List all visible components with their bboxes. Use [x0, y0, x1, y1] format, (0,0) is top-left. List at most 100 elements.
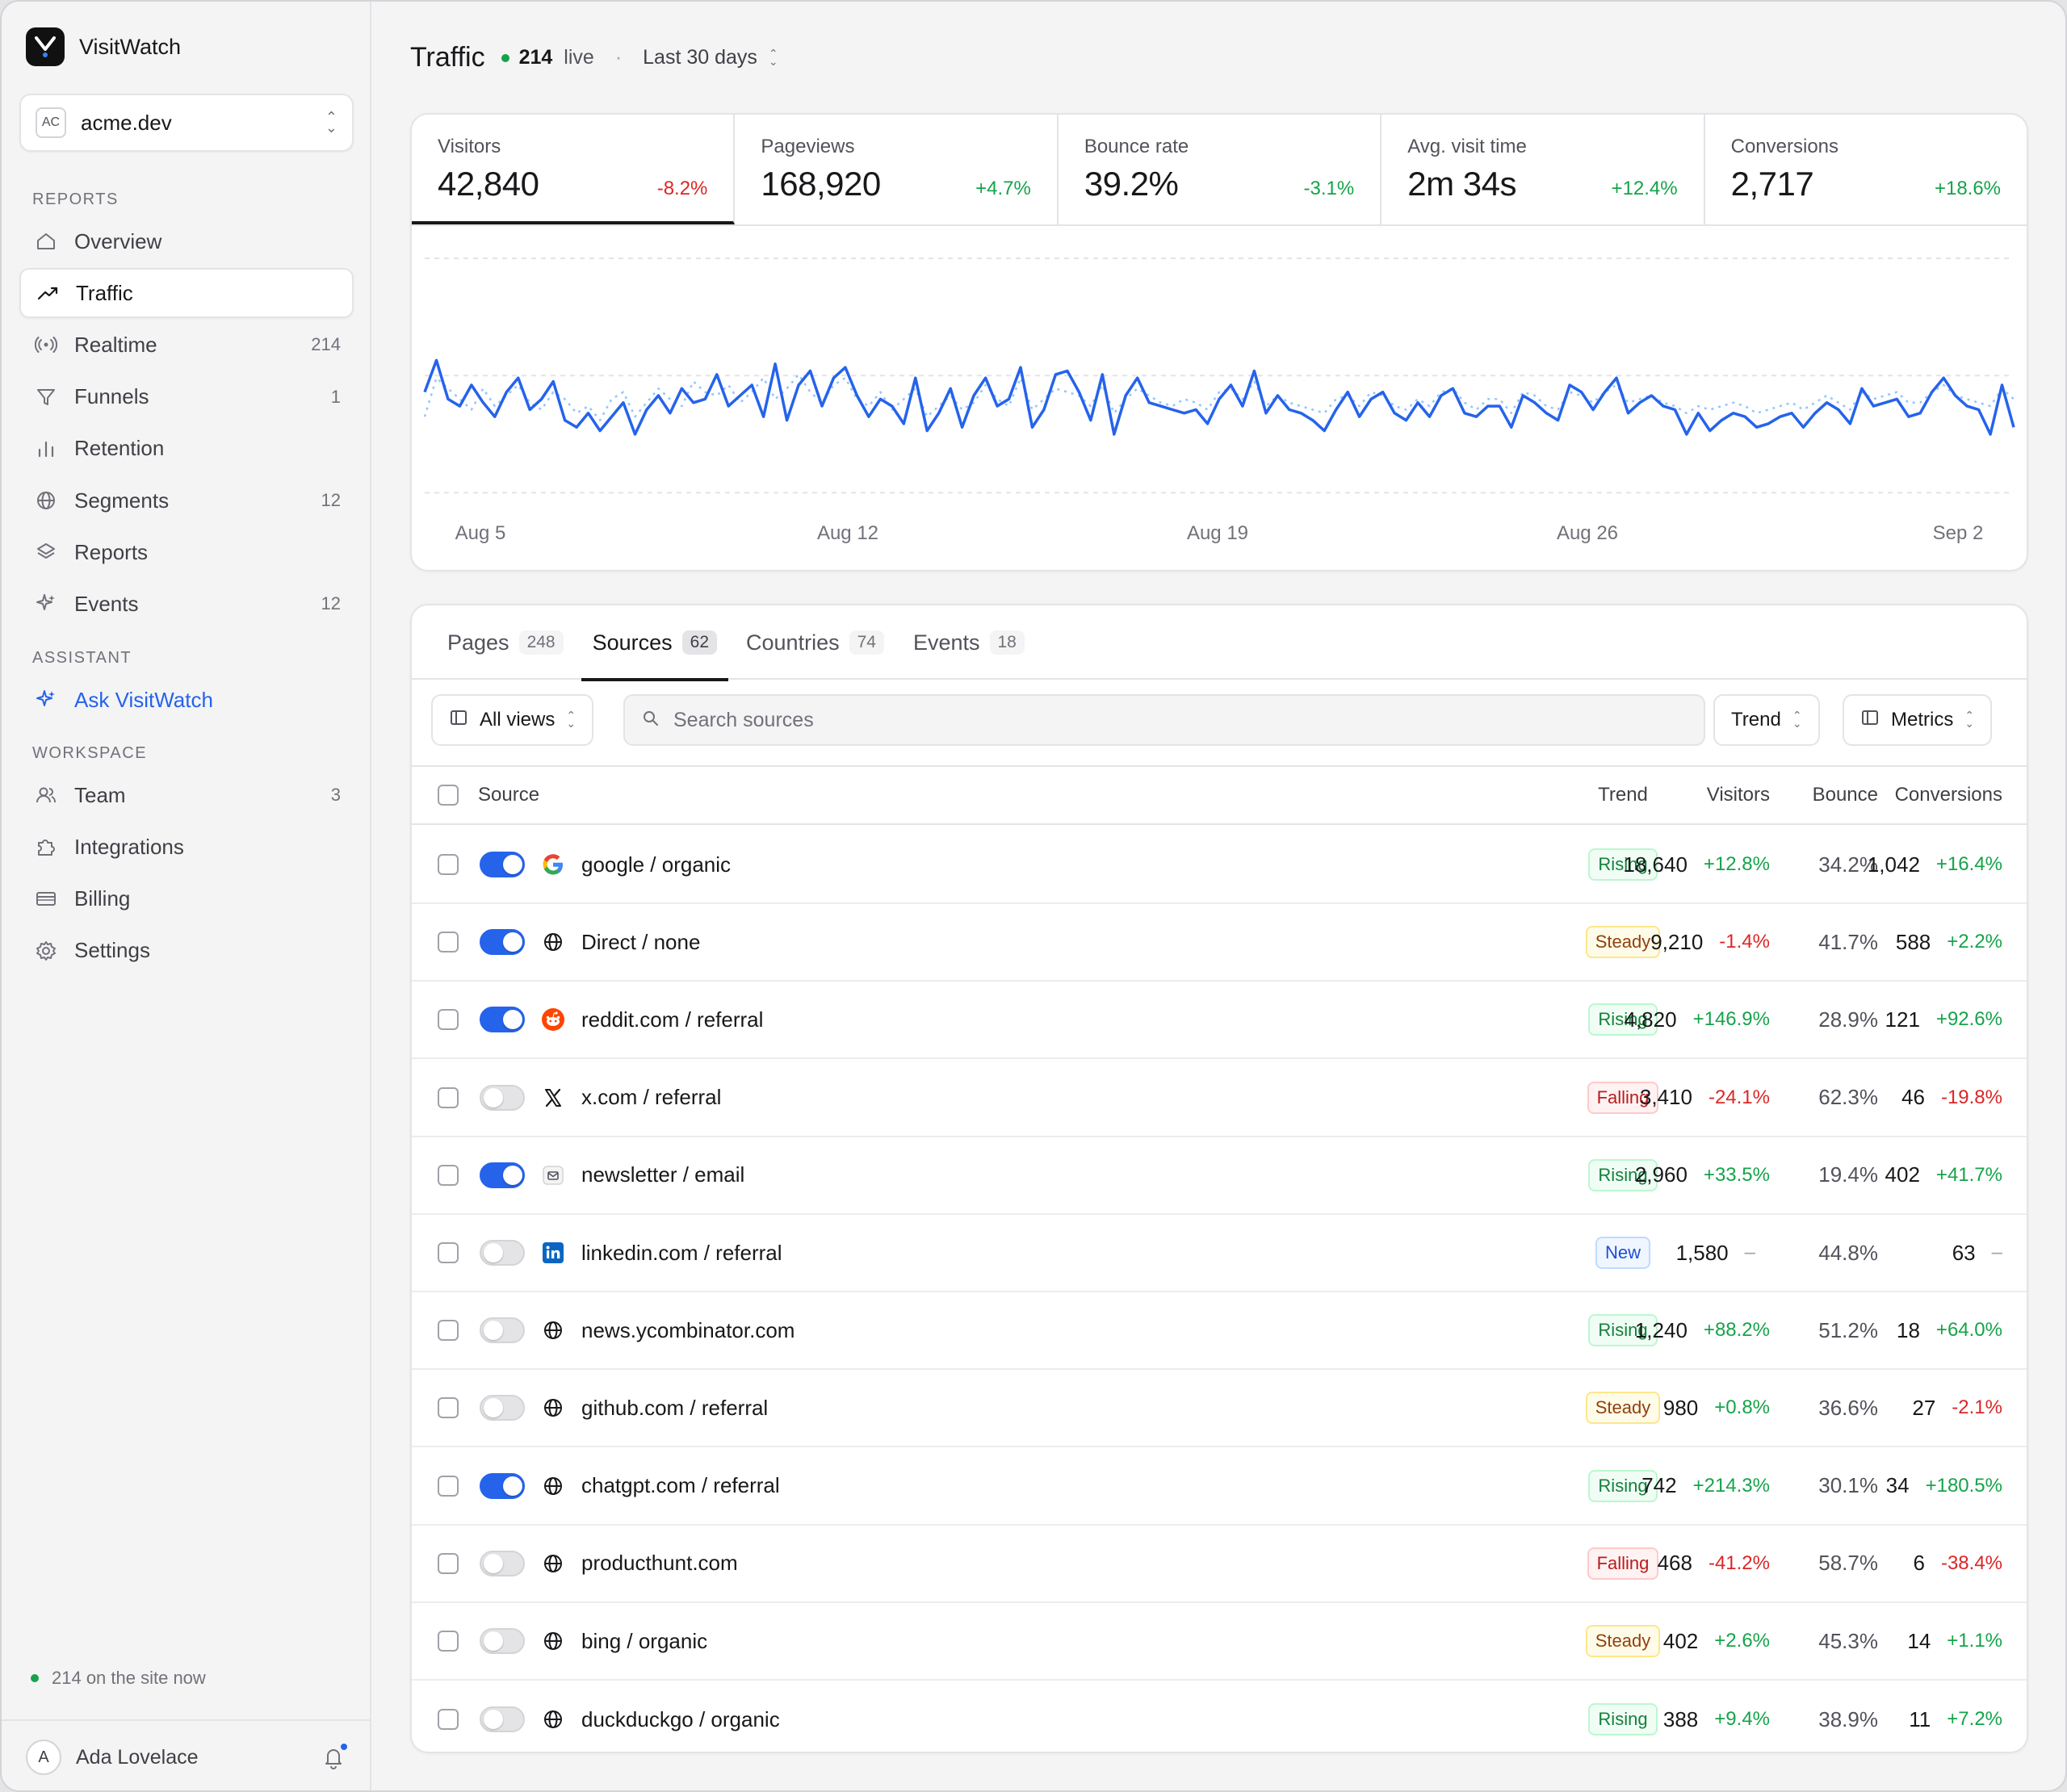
site-name: acme.dev — [81, 110, 172, 135]
source-name[interactable]: Direct / none — [581, 929, 701, 954]
all-views-select[interactable]: All views ⌃ ⌄ — [431, 694, 594, 746]
layers-icon — [32, 538, 60, 566]
column-header-conversions[interactable]: Conversions — [1894, 784, 2002, 806]
tab-sources[interactable]: Sources 62 — [581, 605, 729, 681]
source-name[interactable]: newsletter / email — [581, 1162, 745, 1187]
visitors-value: 9,210 — [1650, 929, 1704, 954]
table-row[interactable]: x.com / referral Falling 62.3% 3,410 -24.1% 4… — [412, 1060, 2027, 1137]
source-enabled-toggle[interactable] — [480, 1240, 525, 1266]
row-checkbox[interactable] — [438, 854, 459, 875]
user-menu[interactable]: A Ada Lovelace — [2, 1719, 371, 1790]
sidebar-item-ask-visitwatch[interactable]: Ask VisitWatch — [19, 675, 354, 725]
source-name[interactable]: news.ycombinator.com — [581, 1317, 795, 1342]
row-checkbox[interactable] — [438, 1164, 459, 1186]
notifications-bell-icon[interactable] — [320, 1742, 349, 1771]
tab-pages[interactable]: Pages 248 — [436, 605, 575, 680]
sidebar-item-retention[interactable]: Retention — [19, 424, 354, 474]
sidebar-item-funnels[interactable]: Funnels 1 — [19, 372, 354, 422]
sidebar-item-integrations[interactable]: Integrations — [19, 822, 354, 872]
source-name[interactable]: chatgpt.com / referral — [581, 1473, 780, 1498]
row-checkbox[interactable] — [438, 932, 459, 953]
table-row[interactable]: linkedin.com / referral New 44.8% 1,580–63– — [412, 1215, 2027, 1292]
conversions-value: 27 — [1912, 1395, 1936, 1420]
source-enabled-toggle[interactable] — [480, 1706, 525, 1733]
tab-countries[interactable]: Countries 74 — [735, 605, 895, 680]
source-enabled-toggle[interactable] — [480, 852, 525, 877]
table-row[interactable]: producthunt.com Falling 58.7% 468 -41.2% 6 -38… — [412, 1526, 2027, 1603]
table-row[interactable]: chatgpt.com / referral Rising 30.1% 742 +214… — [412, 1448, 2027, 1526]
conversions-value: 1,042 — [1867, 852, 1920, 877]
source-name[interactable]: reddit.com / referral — [581, 1007, 764, 1032]
row-checkbox[interactable] — [438, 1009, 459, 1031]
column-header-bounce[interactable]: Bounce — [1812, 784, 1878, 806]
table-row[interactable]: Direct / none Steady 41.7% 9,210 -1.4% 588 +2.… — [412, 904, 2027, 982]
source-enabled-toggle[interactable] — [480, 929, 525, 956]
table-row[interactable]: duckduckgo / organic Rising 38.9% 388 +9.4% 1… — [412, 1681, 2027, 1752]
sidebar-item-segments[interactable]: Segments 12 — [19, 475, 354, 525]
source-enabled-toggle[interactable] — [480, 1007, 525, 1033]
live-count: 214 — [518, 46, 553, 69]
table-row[interactable]: github.com / referral Steady 36.6% 980 +0.8%… — [412, 1370, 2027, 1448]
date-range-select[interactable]: Last 30 days ⌃ ⌄ — [643, 46, 778, 69]
tab-events[interactable]: Events 18 — [902, 605, 1036, 680]
table-row[interactable]: news.ycombinator.com Rising 51.2% 1,240 +88.… — [412, 1292, 2027, 1371]
sidebar-item-billing[interactable]: Billing — [19, 873, 354, 923]
kpi-label: Pageviews — [761, 136, 855, 157]
site-switcher[interactable]: AC acme.dev ⌃ ⌄ — [19, 94, 354, 152]
table-row[interactable]: google / organic Rising 34.2% 18,640 +12.8% 1… — [412, 827, 2027, 904]
source-enabled-toggle[interactable] — [480, 1550, 525, 1576]
kpi-pageviews[interactable]: Pageviews 168,920 +4.7% — [735, 115, 1059, 224]
source-enabled-toggle[interactable] — [480, 1628, 525, 1654]
page-header: Traffic 214 live · Last 30 days ⌃ ⌄ — [410, 42, 778, 73]
source-enabled-toggle[interactable] — [480, 1395, 525, 1421]
select-all-checkbox[interactable] — [438, 785, 459, 806]
row-checkbox[interactable] — [438, 1552, 459, 1574]
sidebar-item-traffic[interactable]: Traffic — [19, 268, 354, 319]
source-enabled-toggle[interactable] — [480, 1317, 525, 1344]
trend-select[interactable]: Trend ⌃ ⌄ — [1713, 694, 1820, 746]
table-row[interactable]: bing / organic Steady 45.3% 402 +2.6% 14 +1.1% — [412, 1603, 2027, 1681]
column-header-trend[interactable]: Trend — [1598, 784, 1648, 806]
traffic-line-chart: Aug 5 Aug 12 Aug 19 Aug 26 Sep 2 — [423, 257, 2015, 544]
source-name[interactable]: producthunt.com — [581, 1551, 738, 1576]
row-checkbox[interactable] — [438, 1709, 459, 1731]
brand[interactable]: VisitWatch — [26, 27, 181, 66]
source-name[interactable]: linkedin.com / referral — [581, 1240, 782, 1265]
kpi-bounce-rate[interactable]: Bounce rate 39.2% -3.1% — [1059, 115, 1382, 224]
sidebar-item-settings[interactable]: Settings — [19, 926, 354, 976]
sidebar-item-overview[interactable]: Overview — [19, 216, 354, 266]
source-name[interactable]: x.com / referral — [581, 1085, 722, 1110]
search-input[interactable] — [673, 708, 1688, 732]
sidebar-item-realtime[interactable]: Realtime 214 — [19, 320, 354, 370]
kpi-avg-visit-time[interactable]: Avg. visit time 2m 34s +12.4% — [1381, 115, 1705, 224]
table-toolbar — [412, 680, 2027, 767]
source-enabled-toggle[interactable] — [480, 1472, 525, 1499]
column-header-source[interactable]: Source — [478, 784, 540, 806]
sidebar-item-reports[interactable]: Reports — [19, 527, 354, 577]
kpi-visitors[interactable]: Visitors 42,840 -8.2% — [412, 115, 736, 224]
source-name[interactable]: bing / organic — [581, 1628, 708, 1653]
table-row[interactable]: newsletter / email Rising 19.4% 2,960 +33.5%… — [412, 1137, 2027, 1215]
row-checkbox[interactable] — [438, 1631, 459, 1652]
source-name[interactable]: google / organic — [581, 852, 732, 877]
chevron-up-down-icon: ⌃ ⌄ — [1964, 709, 1975, 730]
source-enabled-toggle[interactable] — [480, 1084, 525, 1111]
kpi-conversions[interactable]: Conversions 2,717 +18.6% — [1705, 115, 2027, 224]
row-checkbox[interactable] — [438, 1475, 459, 1497]
sidebar-item-label: Integrations — [74, 834, 184, 859]
kpi-label: Avg. visit time — [1407, 136, 1527, 157]
table-row[interactable]: reddit.com / referral Rising 28.9% 4,820 +14… — [412, 982, 2027, 1060]
row-checkbox[interactable] — [438, 1320, 459, 1342]
source-name[interactable]: duckduckgo / organic — [581, 1706, 780, 1731]
sidebar-item-events[interactable]: Events 12 — [19, 579, 354, 629]
kpi-label: Visitors — [438, 136, 501, 157]
row-checkbox[interactable] — [438, 1242, 459, 1263]
column-header-visitors[interactable]: Visitors — [1706, 784, 1770, 806]
source-name[interactable]: github.com / referral — [581, 1395, 769, 1420]
source-enabled-toggle[interactable] — [480, 1162, 525, 1188]
sidebar-item-label: Reports — [74, 539, 149, 564]
row-checkbox[interactable] — [438, 1397, 459, 1419]
metrics-select[interactable]: Metrics ⌃ ⌄ — [1843, 694, 1993, 746]
sidebar-item-team[interactable]: Team 3 — [19, 770, 354, 820]
row-checkbox[interactable] — [438, 1087, 459, 1108]
